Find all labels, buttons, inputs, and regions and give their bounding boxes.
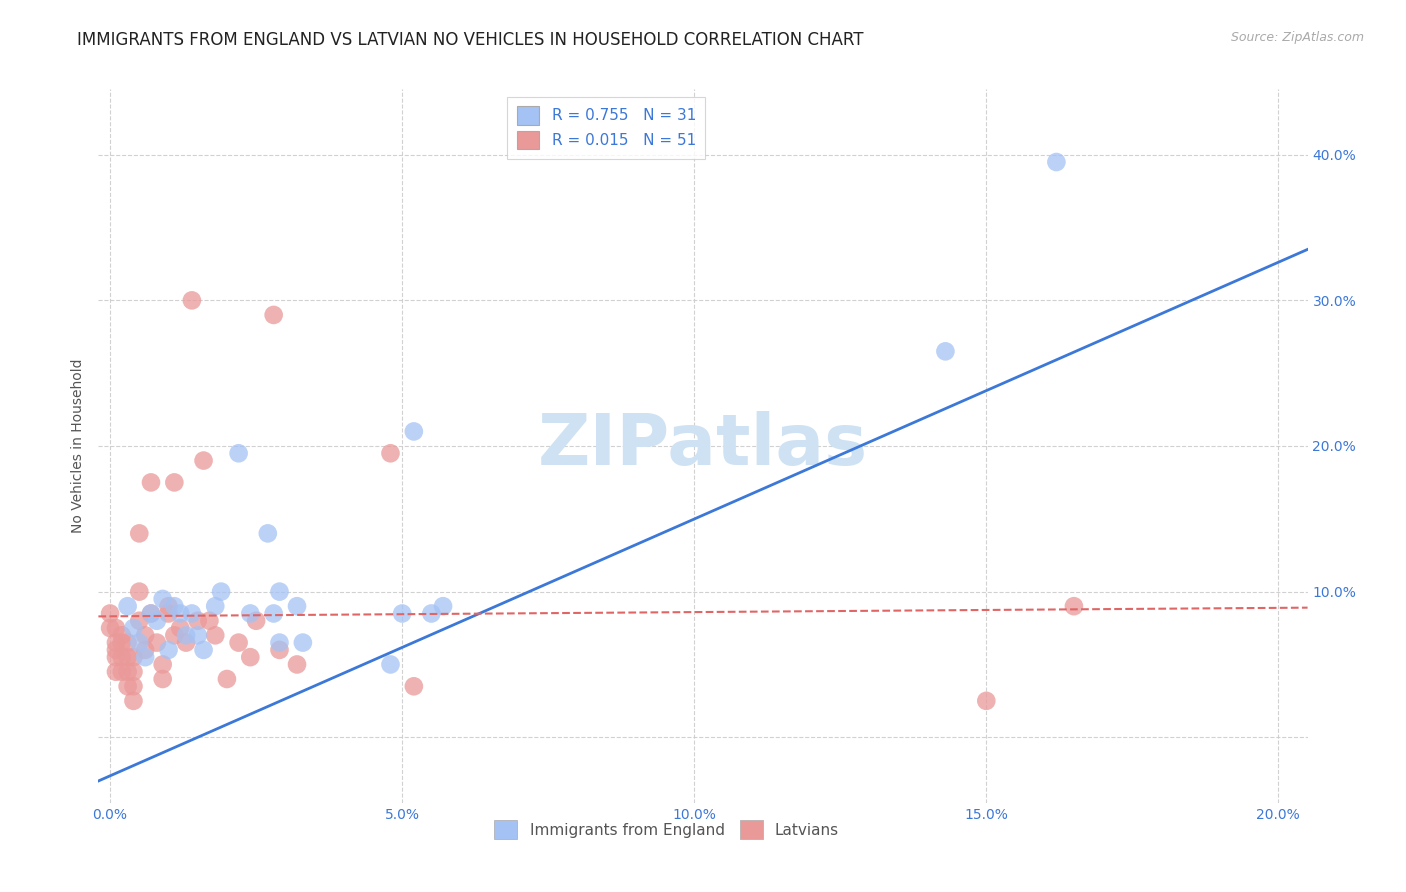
Point — [122, 650, 145, 665]
Text: ZIPatlas: ZIPatlas — [538, 411, 868, 481]
Point — [209, 584, 232, 599]
Point — [239, 650, 262, 665]
Point — [204, 628, 226, 642]
Point — [104, 621, 127, 635]
Point — [291, 635, 314, 649]
Point — [169, 621, 191, 635]
Point — [152, 672, 174, 686]
Point — [180, 293, 202, 308]
Point — [111, 635, 134, 649]
Point — [111, 628, 134, 642]
Point — [122, 694, 145, 708]
Point — [256, 526, 278, 541]
Point — [198, 614, 221, 628]
Point — [128, 614, 150, 628]
Point — [974, 694, 997, 708]
Point — [157, 599, 180, 614]
Point — [187, 614, 209, 628]
Point — [128, 635, 150, 649]
Point — [402, 679, 425, 693]
Point — [380, 657, 402, 672]
Point — [1063, 599, 1085, 614]
Point — [163, 599, 186, 614]
Point — [128, 584, 150, 599]
Point — [269, 584, 291, 599]
Point — [104, 650, 127, 665]
Point — [152, 591, 174, 606]
Point — [174, 628, 197, 642]
Point — [146, 635, 169, 649]
Point — [204, 599, 226, 614]
Point — [420, 607, 443, 621]
Point — [263, 607, 285, 621]
Point — [117, 599, 139, 614]
Point — [152, 657, 174, 672]
Point — [180, 607, 202, 621]
Point — [98, 621, 121, 635]
Point — [122, 621, 145, 635]
Point — [128, 526, 150, 541]
Point — [245, 614, 267, 628]
Point — [139, 475, 162, 490]
Point — [239, 607, 262, 621]
Point — [117, 635, 139, 649]
Point — [269, 643, 291, 657]
Point — [139, 607, 162, 621]
Point — [193, 453, 215, 467]
Point — [934, 344, 956, 359]
Y-axis label: No Vehicles in Household: No Vehicles in Household — [70, 359, 84, 533]
Point — [111, 665, 134, 679]
Point — [169, 607, 191, 621]
Point — [117, 679, 139, 693]
Point — [285, 599, 308, 614]
Point — [157, 643, 180, 657]
Point — [269, 635, 291, 649]
Point — [134, 650, 156, 665]
Point — [134, 643, 156, 657]
Point — [117, 665, 139, 679]
Point — [122, 665, 145, 679]
Legend: Immigrants from England, Latvians: Immigrants from England, Latvians — [488, 814, 845, 845]
Point — [122, 679, 145, 693]
Point — [228, 635, 250, 649]
Point — [104, 643, 127, 657]
Point — [163, 628, 186, 642]
Point — [104, 635, 127, 649]
Point — [1045, 155, 1067, 169]
Point — [193, 643, 215, 657]
Point — [134, 628, 156, 642]
Point — [157, 607, 180, 621]
Point — [111, 650, 134, 665]
Point — [174, 635, 197, 649]
Point — [285, 657, 308, 672]
Point — [380, 446, 402, 460]
Point — [104, 665, 127, 679]
Point — [402, 425, 425, 439]
Point — [187, 628, 209, 642]
Point — [432, 599, 454, 614]
Point — [263, 308, 285, 322]
Point — [117, 650, 139, 665]
Point — [139, 607, 162, 621]
Point — [215, 672, 238, 686]
Point — [146, 614, 169, 628]
Point — [98, 607, 121, 621]
Text: Source: ZipAtlas.com: Source: ZipAtlas.com — [1230, 31, 1364, 45]
Point — [228, 446, 250, 460]
Text: IMMIGRANTS FROM ENGLAND VS LATVIAN NO VEHICLES IN HOUSEHOLD CORRELATION CHART: IMMIGRANTS FROM ENGLAND VS LATVIAN NO VE… — [77, 31, 863, 49]
Point — [163, 475, 186, 490]
Point — [391, 607, 413, 621]
